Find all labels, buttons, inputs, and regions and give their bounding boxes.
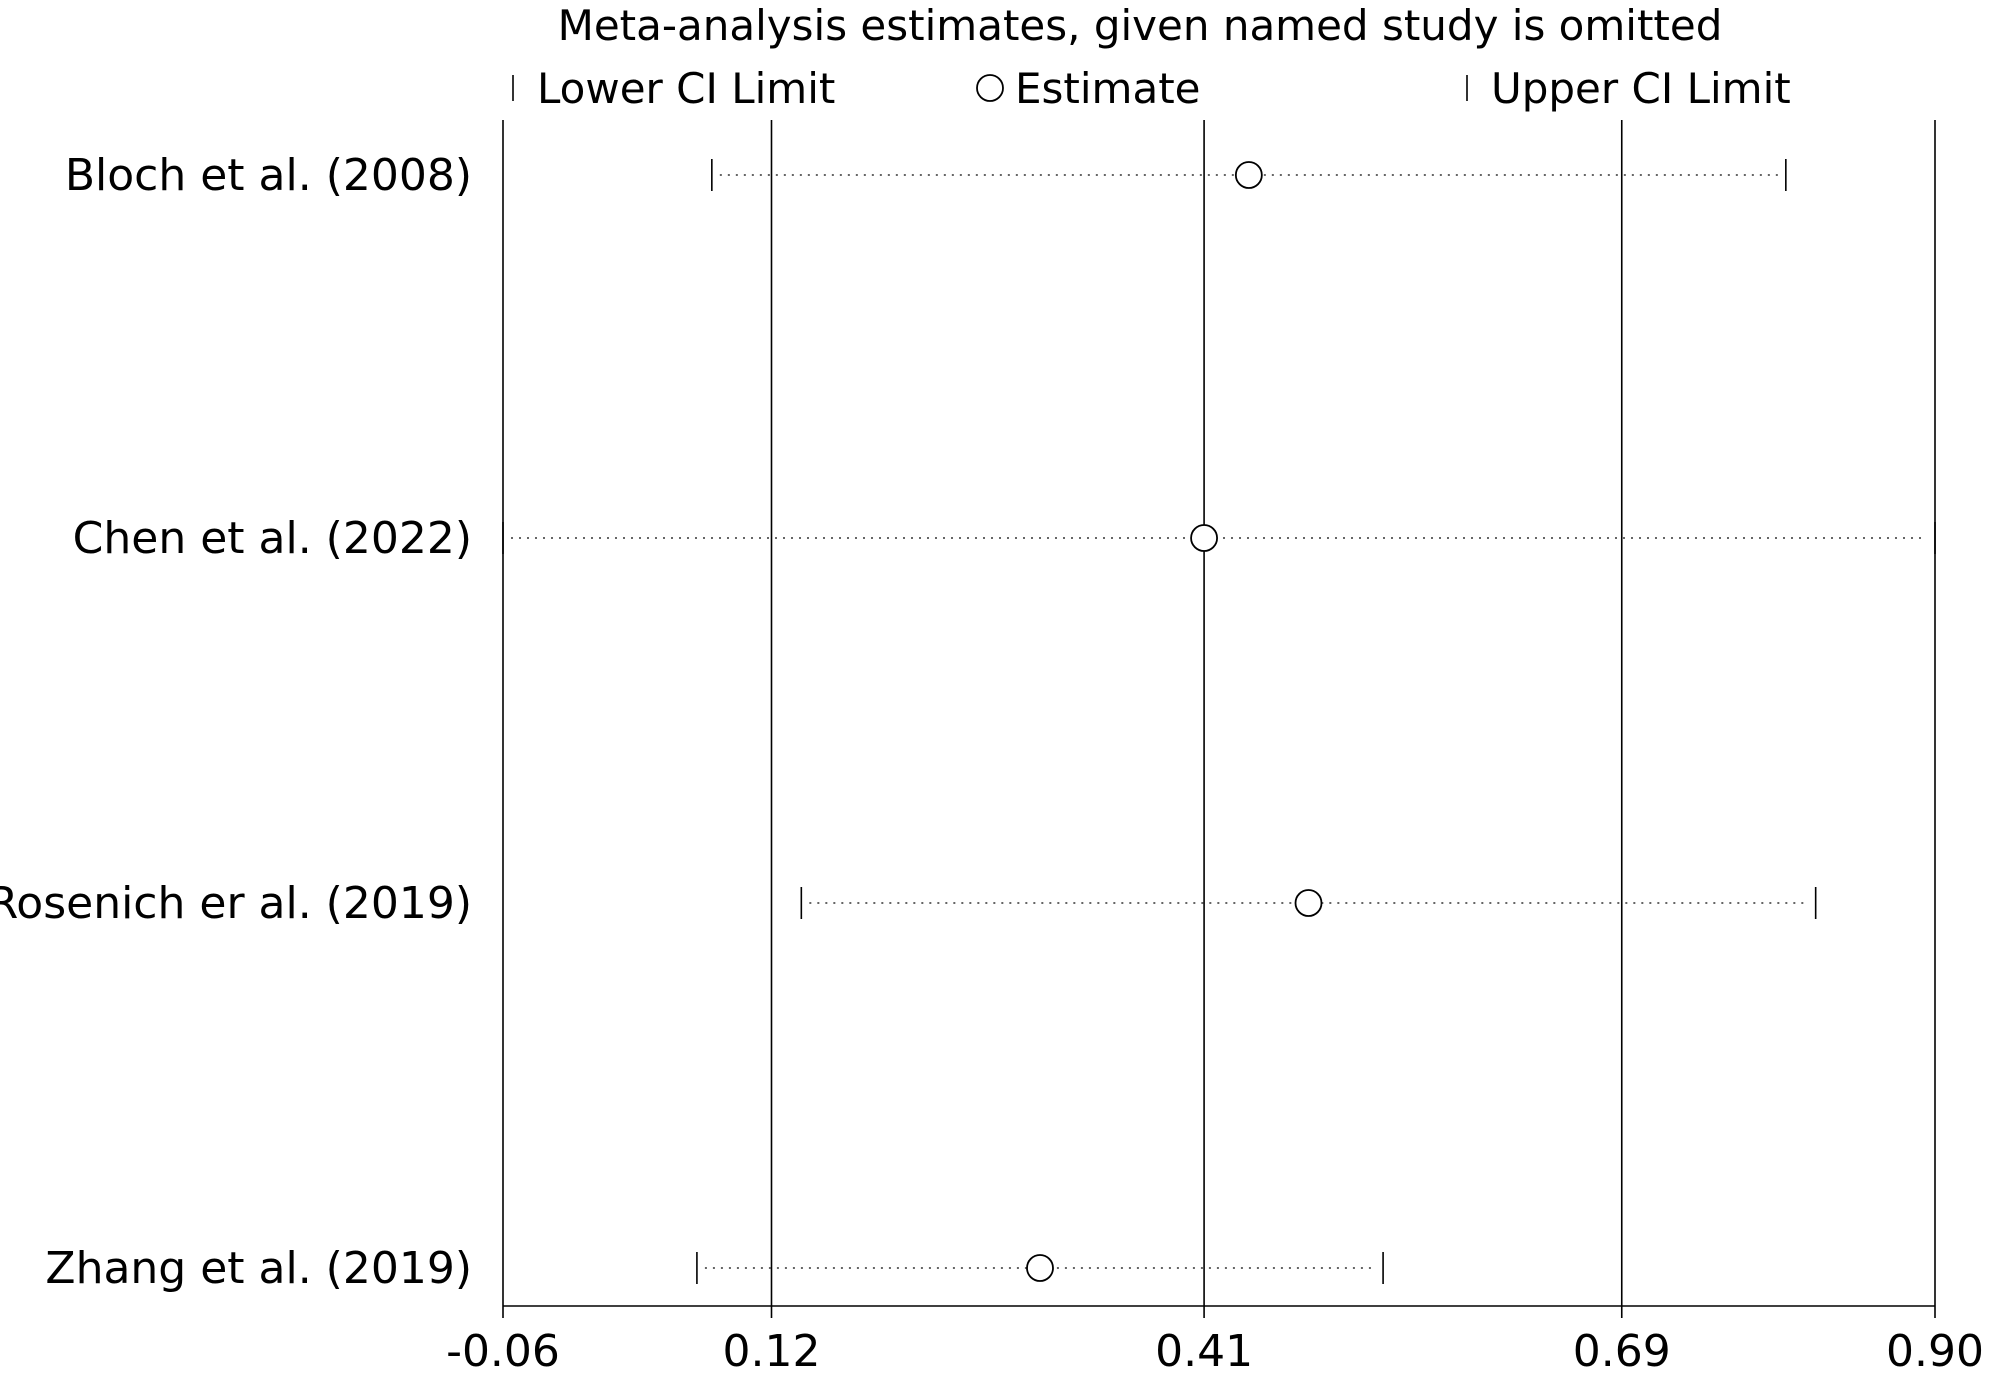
gridlines: [502, 120, 1936, 1306]
x-tick-label-1: 0.12: [723, 1326, 821, 1377]
study-label: Zhang et al. (2019): [45, 1243, 472, 1294]
x-tick-label-3: 0.69: [1573, 1326, 1671, 1377]
legend-entry: Upper CI Limit: [1466, 64, 1791, 113]
legend: Lower CI Limit Estimate Upper CI Limit: [512, 64, 1791, 113]
study-row: Rosenich er al. (2019): [0, 878, 1817, 929]
study-rows: Bloch et al. (2008) Chen et al. (2022) Ros…: [0, 150, 1936, 1294]
legend-label: Lower CI Limit: [537, 64, 835, 113]
legend-label: Estimate: [1015, 64, 1201, 113]
study-row: Chen et al. (2022): [73, 513, 1936, 564]
study-row: Bloch et al. (2008): [65, 150, 1787, 201]
study-row: Zhang et al. (2019): [45, 1243, 1384, 1294]
study-label: Chen et al. (2022): [73, 513, 472, 564]
legend-entry: Lower CI Limit: [512, 64, 835, 113]
x-tick-label-2: 0.41: [1155, 1326, 1253, 1377]
estimate-point: [1294, 889, 1323, 917]
estimate-point: [1234, 161, 1263, 189]
study-label: Bloch et al. (2008): [65, 150, 472, 201]
x-tick-label-4: 0.90: [1886, 1326, 1984, 1377]
chart-title: Meta-analysis estimates, given named stu…: [558, 1, 1723, 50]
legend-circle-symbol: [976, 74, 1004, 102]
x-axis: -0.06 0.12 0.41 0.69 0.90: [446, 1305, 1984, 1377]
legend-entry: Estimate: [976, 64, 1201, 113]
estimate-point: [1026, 1254, 1054, 1282]
legend-label: Upper CI Limit: [1491, 64, 1791, 113]
x-tick-label-0: -0.06: [446, 1326, 560, 1377]
estimate-point: [1190, 524, 1218, 552]
study-label: Rosenich er al. (2019): [0, 878, 472, 929]
